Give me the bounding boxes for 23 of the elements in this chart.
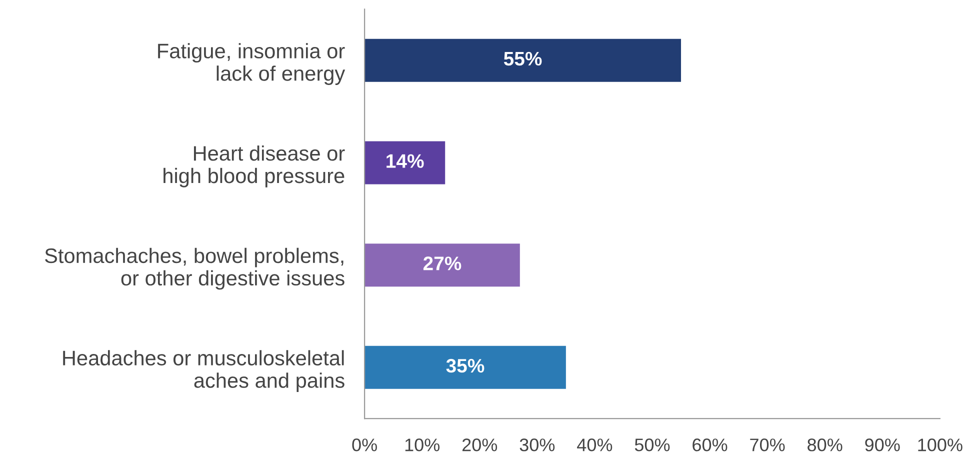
y-tick-label: Fatigue, insomnia or lack of energy bbox=[158, 43, 346, 85]
bar bbox=[364, 141, 446, 184]
x-tick-label: 90% bbox=[865, 438, 900, 452]
x-tick-label: 100% bbox=[918, 438, 962, 452]
x-tick-label: 0% bbox=[352, 438, 377, 452]
bar bbox=[364, 38, 682, 82]
x-tick-label: 40% bbox=[577, 438, 612, 452]
x-tick-label: 80% bbox=[808, 438, 842, 452]
x-tick-label: 10% bbox=[405, 438, 440, 452]
bar bbox=[364, 346, 566, 389]
bar bbox=[364, 244, 520, 287]
data-label: 14% bbox=[386, 154, 424, 168]
y-tick-label: Stomachaches, bowel problems, or other digestive issues bbox=[45, 248, 344, 290]
x-tick-label: 30% bbox=[520, 438, 555, 452]
data-label: 27% bbox=[423, 256, 462, 270]
data-label: 55% bbox=[504, 52, 542, 66]
y-tick-label: Heart disease or high blood pressure bbox=[164, 145, 345, 188]
data-label: 35% bbox=[446, 358, 484, 373]
x-tick-label: 70% bbox=[750, 438, 785, 452]
x-tick-label: 20% bbox=[462, 438, 498, 452]
x-tick-label: 60% bbox=[692, 438, 728, 452]
x-tick-label: 50% bbox=[634, 438, 670, 452]
y-tick-label: Headaches or musculoskeletal aches and pains bbox=[63, 350, 344, 392]
